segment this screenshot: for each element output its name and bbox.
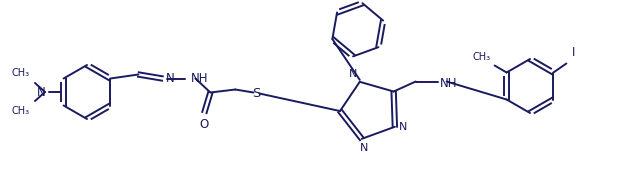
Text: NH: NH <box>440 77 457 90</box>
Text: NH: NH <box>190 72 208 85</box>
Text: N: N <box>166 72 174 85</box>
Text: O: O <box>200 117 209 130</box>
Text: I: I <box>571 46 575 59</box>
Text: S: S <box>252 87 261 100</box>
Text: CH₃: CH₃ <box>12 68 30 78</box>
Text: N: N <box>399 122 407 132</box>
Text: N: N <box>37 85 46 98</box>
Text: N: N <box>359 143 368 153</box>
Text: CH₃: CH₃ <box>473 53 490 63</box>
Text: N: N <box>349 69 358 79</box>
Text: CH₃: CH₃ <box>12 106 30 116</box>
